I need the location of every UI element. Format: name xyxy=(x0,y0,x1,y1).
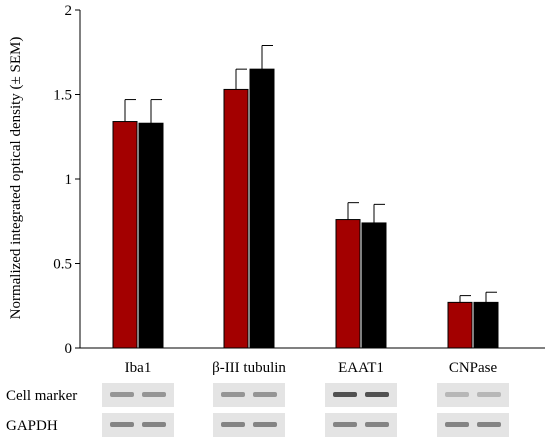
y-tick-label: 0 xyxy=(65,341,73,357)
x-tick-label: CNPase xyxy=(449,360,498,376)
y-tick-label: 1.5 xyxy=(53,88,72,104)
chart-bars xyxy=(112,44,499,349)
bar xyxy=(473,301,499,349)
blot-band xyxy=(142,392,166,397)
x-tick-label: Iba1 xyxy=(125,360,152,376)
blot-band xyxy=(365,392,389,397)
blot-band xyxy=(253,392,277,397)
bar xyxy=(138,122,164,349)
x-tick-label: β-III tubulin xyxy=(212,360,286,376)
y-tick-label: 1 xyxy=(65,172,73,188)
western-blot: Cell marker GAPDH xyxy=(6,383,509,437)
blot-band xyxy=(365,422,389,427)
bar xyxy=(335,219,361,349)
blot-band xyxy=(110,422,134,427)
blot-band xyxy=(253,422,277,427)
blot-band xyxy=(477,422,501,427)
blot-band xyxy=(110,392,134,397)
blot-band xyxy=(333,422,357,427)
blot-row-label: GAPDH xyxy=(6,418,58,434)
blot-band xyxy=(142,422,166,427)
bar xyxy=(361,222,387,349)
blot-band xyxy=(445,422,469,427)
blot-band xyxy=(221,392,245,397)
bar xyxy=(249,68,275,349)
bar xyxy=(447,301,473,349)
blot-row-label: Cell marker xyxy=(6,388,77,404)
y-tick-label: 0.5 xyxy=(53,257,72,273)
category-labels: Iba1 β-III tubulin EAAT1 CNPase xyxy=(125,360,498,376)
x-tick-label: EAAT1 xyxy=(338,360,384,376)
blot-band xyxy=(221,422,245,427)
blot-band xyxy=(333,392,357,397)
blot-band xyxy=(445,392,469,397)
y-axis-label: Normalized integrated optical density (±… xyxy=(8,37,24,320)
y-tick-label: 2 xyxy=(65,3,73,19)
bar xyxy=(112,121,138,349)
bar xyxy=(223,88,249,349)
blot-band xyxy=(477,392,501,397)
